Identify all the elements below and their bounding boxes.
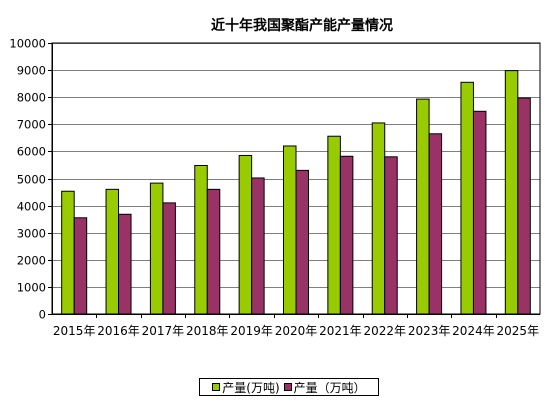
y-tick-label: 10000 [9,37,46,51]
bar-series-1-2016年 [105,188,120,315]
x-tick-label: 2015年 [53,324,96,338]
y-tick-label: 2000 [17,254,46,268]
bar-series-2-2022年 [384,156,398,315]
y-tick-label: 8000 [17,91,46,105]
y-tick-label: 6000 [17,145,46,159]
bar-series-2-2019年 [251,177,265,315]
x-tick-label: 2018年 [186,324,229,338]
x-tick-label: 2023年 [408,324,451,338]
x-tick-label: 2024年 [452,324,495,338]
legend-item-series-2: 产量（万吨） [283,379,366,396]
bar-series-2-2016年 [118,213,132,315]
bar-series-1-2015年 [61,190,75,315]
x-tick-label: 2025年 [497,324,540,338]
legend-item-series-1: 产量(万吨) [212,379,280,396]
chart-title: 近十年我国聚酯产能产量情况 [211,17,393,34]
bar-series-1-2021年 [327,135,341,315]
x-tick-label: 2020年 [275,324,318,338]
bar-series-1-2023年 [416,98,430,315]
y-tick-label: 0 [39,308,46,322]
legend: 产量(万吨) 产量（万吨） [199,378,379,396]
bar-series-1-2018年 [194,164,208,315]
x-tick-label: 2017年 [142,324,185,338]
bar-series-2-2021年 [339,155,354,315]
y-tick-label: 9000 [17,64,46,78]
legend-swatch-series-1 [212,383,221,391]
legend-swatch-series-2 [283,383,292,391]
bar-series-2-2015年 [73,217,88,315]
bar-series-1-2024年 [460,81,474,315]
x-tick-label: 2019年 [230,324,273,338]
y-tick-label: 4000 [17,200,46,214]
bar-series-1-2019年 [238,154,253,315]
bar-series-1-2025年 [504,70,519,315]
y-tick-label: 5000 [17,173,46,187]
bar-series-2-2020年 [295,169,309,315]
axes: 0 1000 2000 3000 4000 5000 6000 7000 8000 9000 100… [9,37,540,338]
bar-series-2-2025年 [517,97,531,315]
bar-series-1-2017年 [149,182,164,315]
bar-series-2-2023年 [428,133,443,315]
bar-series-2-2024年 [472,110,487,315]
bars [61,70,531,315]
y-tick-label: 1000 [17,281,46,295]
bar-series-2-2017年 [162,202,176,315]
bar-series-1-2020年 [283,145,297,315]
bar-series-1-2022年 [371,122,386,315]
y-tick-label: 7000 [17,118,46,132]
x-tick-label: 2022年 [363,324,406,338]
x-tick-label: 2016年 [97,324,140,338]
bar-series-2-2018年 [206,188,221,315]
x-tick-label: 2021年 [319,324,362,338]
legend-label-series-1: 产量(万吨) [222,380,280,395]
legend-label-series-2: 产量（万吨） [293,380,366,395]
y-tick-label: 3000 [17,227,46,241]
